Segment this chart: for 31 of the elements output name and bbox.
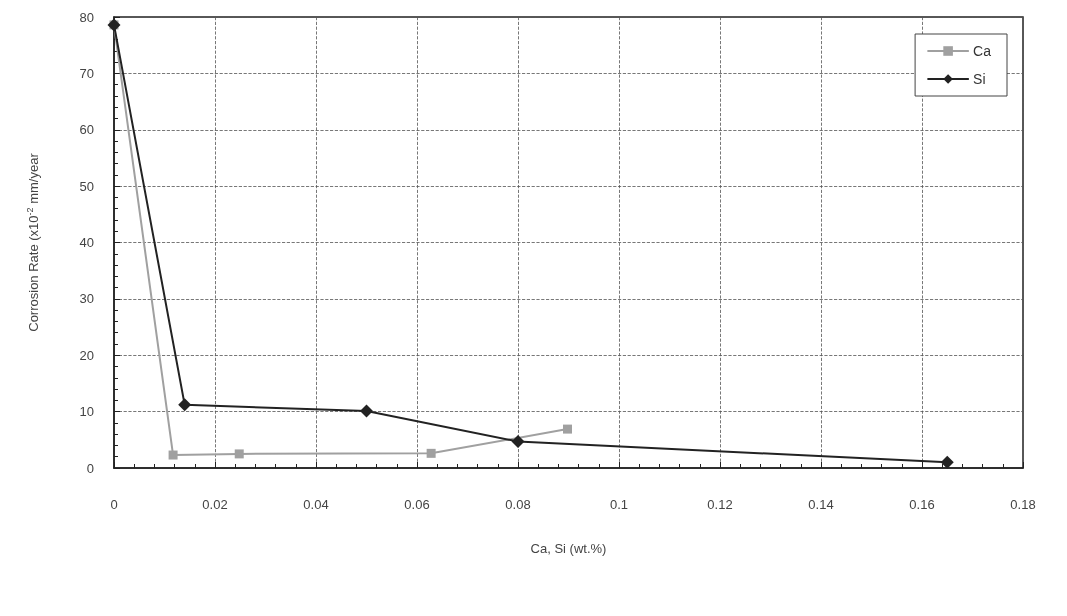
point — [511, 435, 525, 448]
y-tick-label: 70 — [79, 65, 94, 81]
legend-label: Si — [973, 71, 986, 87]
x-tick-label: 0.14 — [808, 497, 834, 512]
y-tick-label: 30 — [79, 291, 94, 307]
y-axis-title: Corrosion Rate (x10-2 mm/year — [24, 152, 41, 332]
point — [426, 448, 436, 458]
y-tick-label: 50 — [79, 178, 94, 194]
y-tick-label: 80 — [79, 9, 94, 25]
y-tick-label: 40 — [79, 235, 94, 250]
point — [234, 449, 244, 459]
point — [562, 424, 572, 434]
x-axis-title: Ca, Si (wt.%) — [530, 541, 607, 556]
x-tick-label: 0.08 — [505, 497, 531, 512]
x-tick-label: 0.06 — [404, 497, 430, 512]
point — [940, 455, 954, 469]
legend-label: Ca — [973, 43, 992, 59]
x-tick-label: 0.18 — [1010, 497, 1036, 512]
x-tick-label: 0.1 — [609, 497, 629, 512]
y-tick-label: 20 — [79, 347, 94, 363]
x-tick-label: 0.12 — [707, 497, 733, 512]
x-tick-label: 0.02 — [202, 497, 228, 512]
y-tick-label: 60 — [79, 122, 94, 138]
y-tick-label: 0 — [86, 460, 94, 476]
point — [178, 398, 192, 412]
x-tick-label: 0.04 — [303, 497, 329, 512]
x-tick-label: 0.16 — [909, 497, 935, 512]
point — [168, 450, 178, 460]
x-tick-label: 0 — [110, 497, 118, 512]
y-tick-label: 10 — [79, 404, 94, 420]
point — [360, 404, 373, 418]
